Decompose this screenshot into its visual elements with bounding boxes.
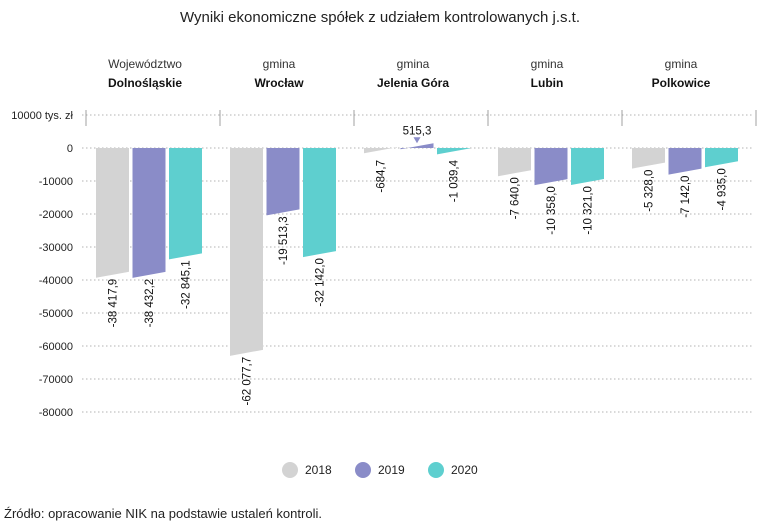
bar-2018-4 (498, 148, 531, 177)
bar-2018-3 (364, 147, 397, 154)
y-tick-label: -20000 (39, 209, 73, 221)
bar-2019-2 (266, 148, 300, 216)
bar-2020-5 (705, 148, 738, 168)
value-label: -19 513,3 (278, 216, 290, 265)
value-label: -32 845,1 (181, 260, 193, 309)
chart-title: Wyniki ekonomiczne spółek z udziałem kon… (180, 9, 580, 26)
source-note: Źródło: opracowanie NIK na podstawie ust… (4, 506, 322, 521)
value-label: -38 417,9 (108, 279, 120, 328)
y-tick-label: -80000 (39, 407, 73, 419)
bar-2020-2 (303, 148, 336, 258)
category-type-label: Województwo (108, 57, 182, 71)
category-name-label: Polkowice (652, 76, 711, 90)
bar-2020-1 (169, 148, 202, 260)
bar-2019-4 (534, 148, 568, 186)
category-headers: Województwo Dolnośląskie gmina Wrocław gmina… (108, 57, 711, 90)
value-label: -10 321,0 (583, 186, 595, 235)
bars (96, 143, 738, 356)
y-tick-label: -50000 (39, 308, 73, 320)
bar-2020-4 (571, 148, 604, 186)
legend-swatch-2020 (428, 462, 444, 478)
legend-swatch-2019 (355, 462, 371, 478)
legend-swatch-2018 (282, 462, 298, 478)
category-name-label: Dolnośląskie (108, 76, 182, 90)
value-label: 515,3 (403, 125, 432, 137)
legend: 2018 2019 2020 (282, 462, 478, 478)
y-tick-label: -70000 (39, 374, 73, 386)
y-tick-label: -30000 (39, 242, 73, 254)
value-label: -10 358,0 (546, 186, 558, 235)
category-type-label: gmina (263, 57, 296, 71)
value-label: -1 039,4 (449, 159, 461, 202)
y-tick-label: 10000 tys. zł (11, 110, 73, 122)
value-label: -32 142,0 (315, 258, 327, 307)
value-label: -38 432,2 (144, 279, 156, 328)
legend-label-2018: 2018 (305, 463, 332, 477)
bar-2019-3 (400, 143, 434, 150)
value-labels: -38 417,9 -38 432,2 -32 845,1 -62 077,7 -19 … (108, 125, 729, 405)
category-name-label: Lubin (531, 76, 564, 90)
value-label: -7 142,0 (680, 176, 692, 218)
y-tick-label: -10000 (39, 176, 73, 188)
value-marker (413, 137, 421, 144)
grid-lines: 10000 tys. zł 0 -10000 -20000 -30000 -40000 -5… (11, 110, 757, 419)
bar-2019-5 (668, 148, 702, 175)
bar-2018-2 (230, 148, 263, 356)
y-tick-label: -60000 (39, 341, 73, 353)
y-tick-label: -40000 (39, 275, 73, 287)
value-label: -4 935,0 (717, 168, 729, 210)
value-label: -684,7 (376, 160, 388, 193)
value-label: -62 077,7 (242, 357, 254, 406)
bar-2020-3 (437, 148, 470, 155)
legend-label-2020: 2020 (451, 463, 478, 477)
bar-2018-5 (632, 148, 665, 169)
y-tick-label: 0 (67, 143, 73, 155)
value-label: -7 640,0 (510, 177, 522, 219)
bar-2019-1 (132, 148, 166, 278)
category-type-label: gmina (665, 57, 698, 71)
legend-label-2019: 2019 (378, 463, 405, 477)
category-name-label: Jelenia Góra (377, 76, 449, 90)
category-name-label: Wrocław (254, 76, 304, 90)
category-type-label: gmina (531, 57, 564, 71)
bar-2018-1 (96, 148, 129, 278)
value-label: -5 328,0 (644, 170, 656, 212)
category-type-label: gmina (397, 57, 430, 71)
